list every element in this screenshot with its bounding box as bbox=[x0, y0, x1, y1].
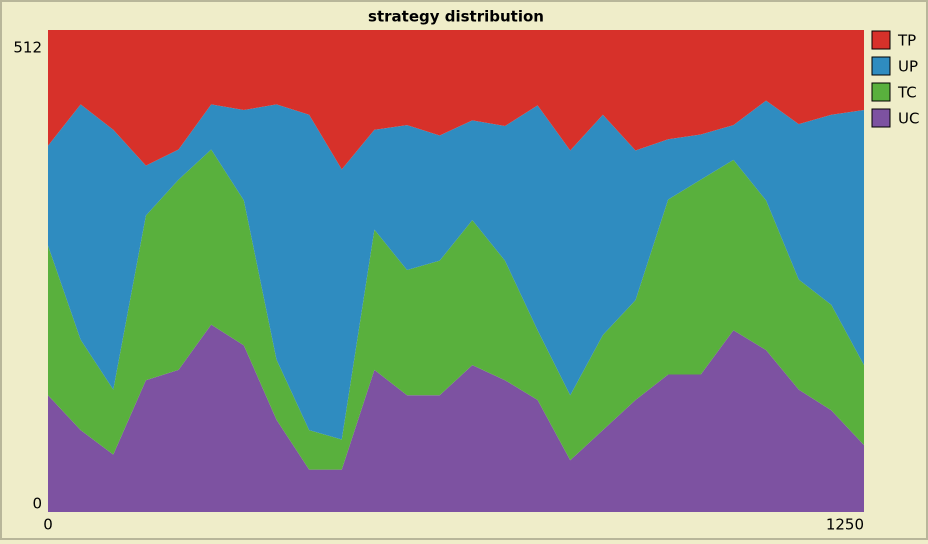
area bbox=[48, 149, 864, 470]
legend-label: TC bbox=[897, 84, 917, 102]
chart-title: strategy distribution bbox=[368, 8, 544, 26]
x-tick-label: 1250 bbox=[826, 516, 864, 534]
area bbox=[48, 324, 864, 512]
y-tick-label: 0 bbox=[32, 495, 42, 513]
legend-swatch bbox=[871, 82, 891, 102]
legend-label: TP bbox=[897, 32, 916, 50]
area bbox=[48, 100, 864, 440]
y-tick-label: 512 bbox=[13, 39, 42, 57]
area bbox=[48, 30, 864, 170]
legend-swatch bbox=[871, 30, 891, 50]
legend-label: UP bbox=[898, 58, 918, 76]
legend-swatch bbox=[871, 108, 891, 128]
legend-label: UC bbox=[898, 110, 919, 128]
x-tick-label: 0 bbox=[43, 516, 53, 534]
legend-swatch bbox=[871, 56, 891, 76]
